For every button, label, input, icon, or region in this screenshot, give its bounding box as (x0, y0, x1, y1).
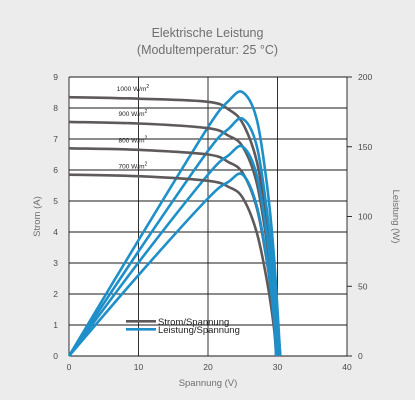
y-left-tick-label: 1 (53, 320, 58, 330)
power-curve (67, 144, 279, 357)
y-right-tick-label: 50 (358, 281, 368, 291)
chart-subtitle: (Modultemperatur: 25 °C) (136, 43, 279, 57)
power-curve (68, 172, 278, 357)
x-tick-label: 30 (273, 362, 283, 372)
irradiance-label: 800 W/m2 (119, 135, 148, 144)
x-tick-label: 0 (67, 362, 72, 372)
y-left-tick-label: 2 (53, 289, 58, 299)
y-left-tick-label: 6 (53, 165, 58, 175)
chart-title: Elektrische Leistung (151, 26, 264, 40)
legend-label-power: Leistung/Spannung (158, 325, 240, 336)
legend-label-current: Strom/Spannung (158, 317, 229, 328)
current-curve (68, 173, 278, 357)
power-curve (67, 116, 281, 357)
x-axis-label: Spannung (V) (179, 378, 238, 389)
y-right-tick-label: 100 (358, 212, 372, 222)
x-tick-label: 20 (203, 362, 213, 372)
y-left-tick-label: 9 (53, 72, 58, 82)
y-left-tick-label: 4 (53, 227, 58, 237)
y-right-tick-label: 0 (358, 351, 363, 361)
power-curve (67, 90, 282, 357)
y-left-tick-label: 7 (53, 134, 58, 144)
irradiance-label: 700 W/m2 (119, 162, 148, 171)
y-left-tick-label: 8 (53, 103, 58, 113)
y-left-tick-label: 0 (53, 351, 58, 361)
y-right-axis-label: Leistung (W) (390, 190, 401, 244)
y-right-tick-label: 200 (358, 72, 372, 82)
y-left-tick-label: 3 (53, 258, 58, 268)
irradiance-label: 1000 W/m2 (117, 84, 150, 93)
irradiance-label: 900 W/m2 (119, 109, 148, 118)
y-right-tick-label: 150 (358, 142, 372, 152)
y-left-tick-label: 5 (53, 196, 58, 206)
x-tick-label: 10 (134, 362, 144, 372)
x-tick-label: 40 (342, 362, 352, 372)
y-left-axis-label: Strom (A) (32, 196, 43, 237)
